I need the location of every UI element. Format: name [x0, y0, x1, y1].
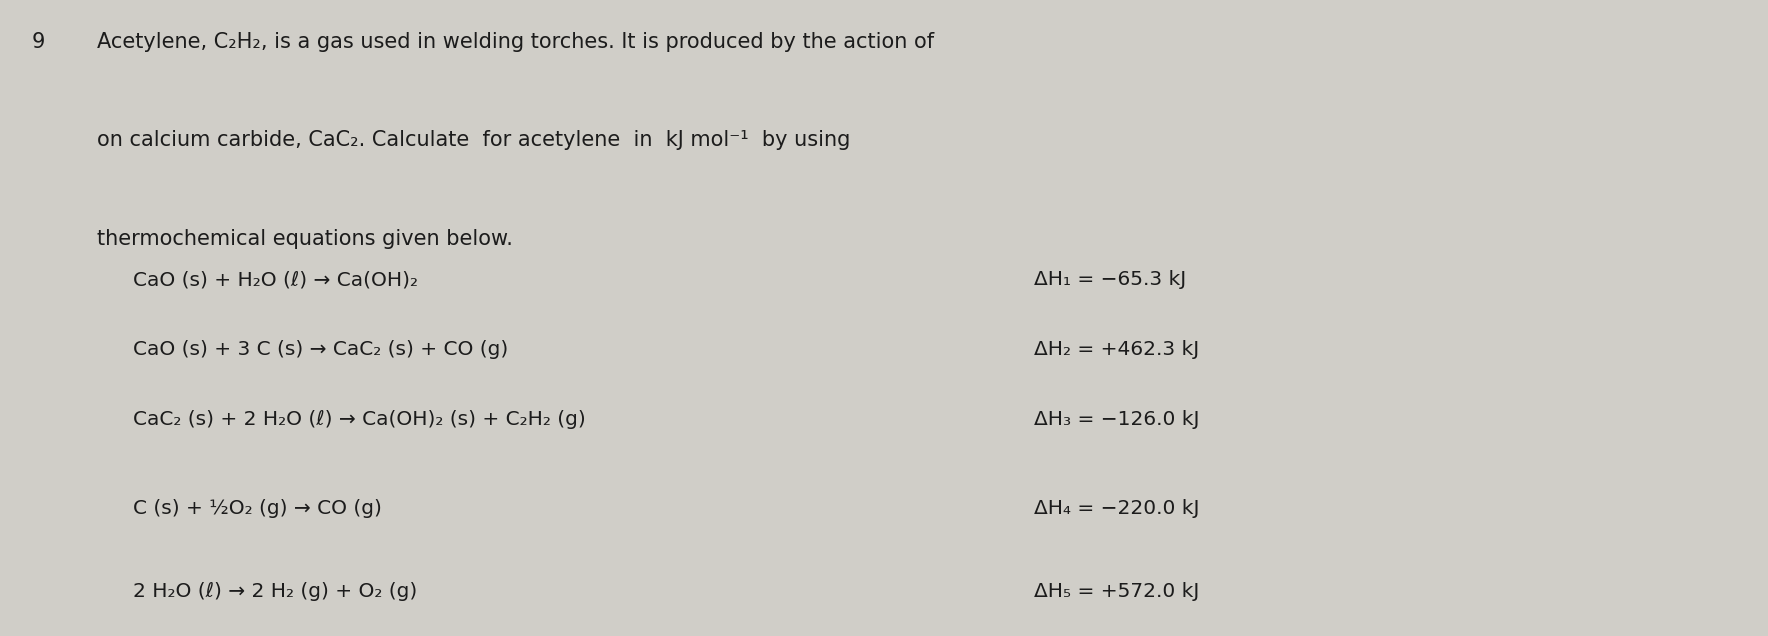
- Text: ΔH₄ = −220.0 kJ: ΔH₄ = −220.0 kJ: [1034, 499, 1200, 518]
- Text: C (s) + ½O₂ (g) → CO (g): C (s) + ½O₂ (g) → CO (g): [133, 499, 382, 518]
- Text: ΔH₃ = −126.0 kJ: ΔH₃ = −126.0 kJ: [1034, 410, 1200, 429]
- Text: thermochemical equations given below.: thermochemical equations given below.: [97, 229, 513, 249]
- Text: 2 H₂O (ℓ) → 2 H₂ (g) + O₂ (g): 2 H₂O (ℓ) → 2 H₂ (g) + O₂ (g): [133, 582, 417, 601]
- Text: CaO (s) + 3 C (s) → CaC₂ (s) + CO (g): CaO (s) + 3 C (s) → CaC₂ (s) + CO (g): [133, 340, 507, 359]
- Text: ΔH₁ = −65.3 kJ: ΔH₁ = −65.3 kJ: [1034, 270, 1186, 289]
- Text: ΔH₂ = +462.3 kJ: ΔH₂ = +462.3 kJ: [1034, 340, 1199, 359]
- Text: Acetylene, C₂H₂, is a gas used in welding torches. It is produced by the action : Acetylene, C₂H₂, is a gas used in weldin…: [97, 32, 934, 52]
- Text: CaO (s) + H₂O (ℓ) → Ca(OH)₂: CaO (s) + H₂O (ℓ) → Ca(OH)₂: [133, 270, 417, 289]
- Text: CaC₂ (s) + 2 H₂O (ℓ) → Ca(OH)₂ (s) + C₂H₂ (g): CaC₂ (s) + 2 H₂O (ℓ) → Ca(OH)₂ (s) + C₂H…: [133, 410, 585, 429]
- Text: 9: 9: [32, 32, 46, 52]
- Text: on calcium carbide, CaC₂. Calculate  for acetylene  in  kJ mol⁻¹  by using: on calcium carbide, CaC₂. Calculate for …: [97, 130, 850, 150]
- Text: ΔH₅ = +572.0 kJ: ΔH₅ = +572.0 kJ: [1034, 582, 1200, 601]
